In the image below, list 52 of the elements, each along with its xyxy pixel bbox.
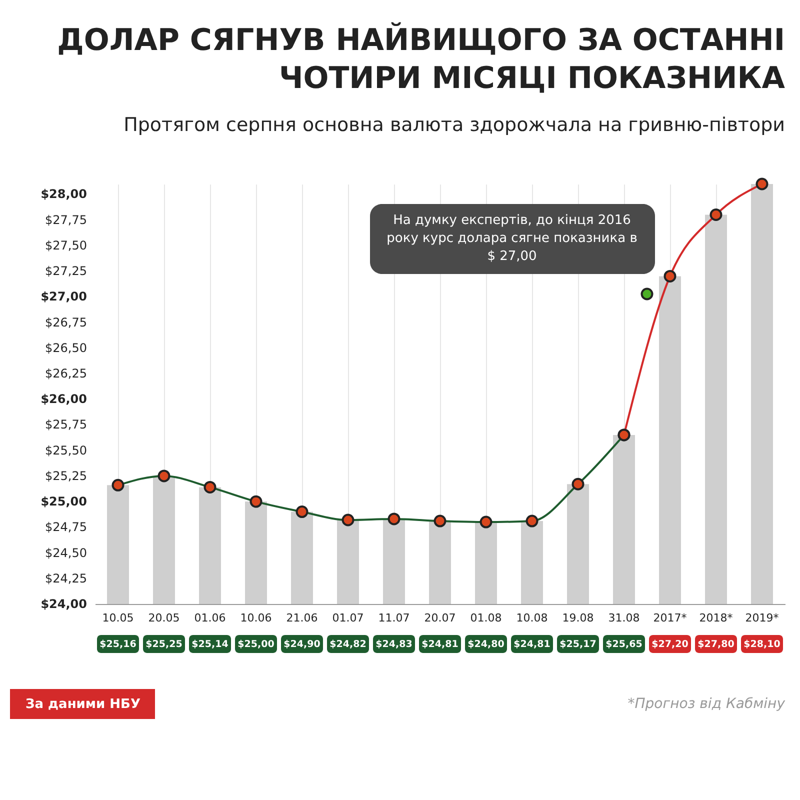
y-tick-label: $27,00 bbox=[40, 290, 87, 304]
y-tick-label: $24,00 bbox=[40, 597, 87, 611]
data-label: $25,25 bbox=[146, 639, 182, 650]
x-tick-label: 2019* bbox=[745, 612, 780, 624]
x-tick-label: 2017* bbox=[653, 612, 688, 624]
data-label: $25,16 bbox=[100, 639, 137, 650]
x-tick-label: 20.05 bbox=[148, 612, 180, 624]
data-label: $24,81 bbox=[514, 639, 550, 650]
y-tick-label: $24,25 bbox=[45, 571, 87, 586]
x-tick-label: 10.08 bbox=[516, 612, 548, 624]
x-tick-label: 21.06 bbox=[286, 612, 318, 624]
x-tick-label: 2018* bbox=[699, 612, 734, 624]
text: *Прогноз від Кабміну bbox=[628, 696, 786, 712]
y-tick-label: $25,75 bbox=[45, 418, 87, 432]
y-tick-label: $26,50 bbox=[45, 340, 87, 355]
chart-title: ДОЛАР СЯГНУВ НАЙВИЩОГО ЗА ОСТАННІ ЧОТИРИ МІСЯЦІ ПОКАЗНИКА bbox=[57, 22, 786, 96]
data-label: $24,81 bbox=[422, 639, 458, 650]
y-tick-label: $28,00 bbox=[40, 187, 87, 202]
y-tick-label: $26,00 bbox=[40, 392, 87, 406]
data-label: $25,00 bbox=[238, 639, 275, 650]
y-tick-label: $25,00 bbox=[40, 494, 87, 509]
data-label: $28,10 bbox=[744, 639, 781, 650]
y-tick-label: $26,25 bbox=[45, 366, 87, 381]
data-label: $25,65 bbox=[606, 639, 642, 650]
x-tick-label: 10.05 bbox=[102, 612, 134, 624]
data-label: $27,80 bbox=[698, 639, 735, 650]
text: За даними НБУ bbox=[26, 697, 140, 712]
y-tick-label: $25,50 bbox=[45, 443, 87, 458]
x-tick-label: 01.07 bbox=[332, 612, 364, 624]
x-tick-label: 20.07 bbox=[424, 612, 456, 624]
chart-subtitle: Протягом серпня основна валюта здорожчала на гривню-півтори bbox=[124, 114, 785, 136]
data-label: $24,83 bbox=[376, 639, 412, 650]
x-tick-label: 01.08 bbox=[470, 612, 502, 624]
data-label: $25,17 bbox=[560, 639, 596, 650]
x-tick-label: 10.06 bbox=[240, 612, 272, 624]
annotation: На думку експертів, до кінця 2016 року курс долара сягне показника в $ 27,00 bbox=[386, 213, 638, 264]
x-tick-label: 31.08 bbox=[608, 612, 640, 624]
data-label: $24,82 bbox=[330, 639, 366, 650]
y-tick-label: $27,50 bbox=[45, 238, 87, 252]
y-tick-label: $24,75 bbox=[45, 520, 87, 534]
x-tick-label: 01.06 bbox=[194, 612, 226, 624]
data-label: $27,20 bbox=[652, 639, 689, 650]
data-label: $25,14 bbox=[192, 639, 229, 650]
data-label: $24,80 bbox=[468, 639, 505, 650]
y-tick-label: $26,75 bbox=[45, 315, 87, 330]
x-tick-label: 11.07 bbox=[378, 612, 410, 624]
data-label: $24,90 bbox=[284, 639, 321, 650]
y-tick-label: $24,50 bbox=[45, 546, 87, 560]
y-tick-label: $27,75 bbox=[45, 212, 87, 227]
y-tick-label: $27,25 bbox=[45, 264, 87, 278]
y-tick-label: $25,25 bbox=[45, 468, 87, 483]
x-tick-label: 19.08 bbox=[562, 612, 594, 624]
